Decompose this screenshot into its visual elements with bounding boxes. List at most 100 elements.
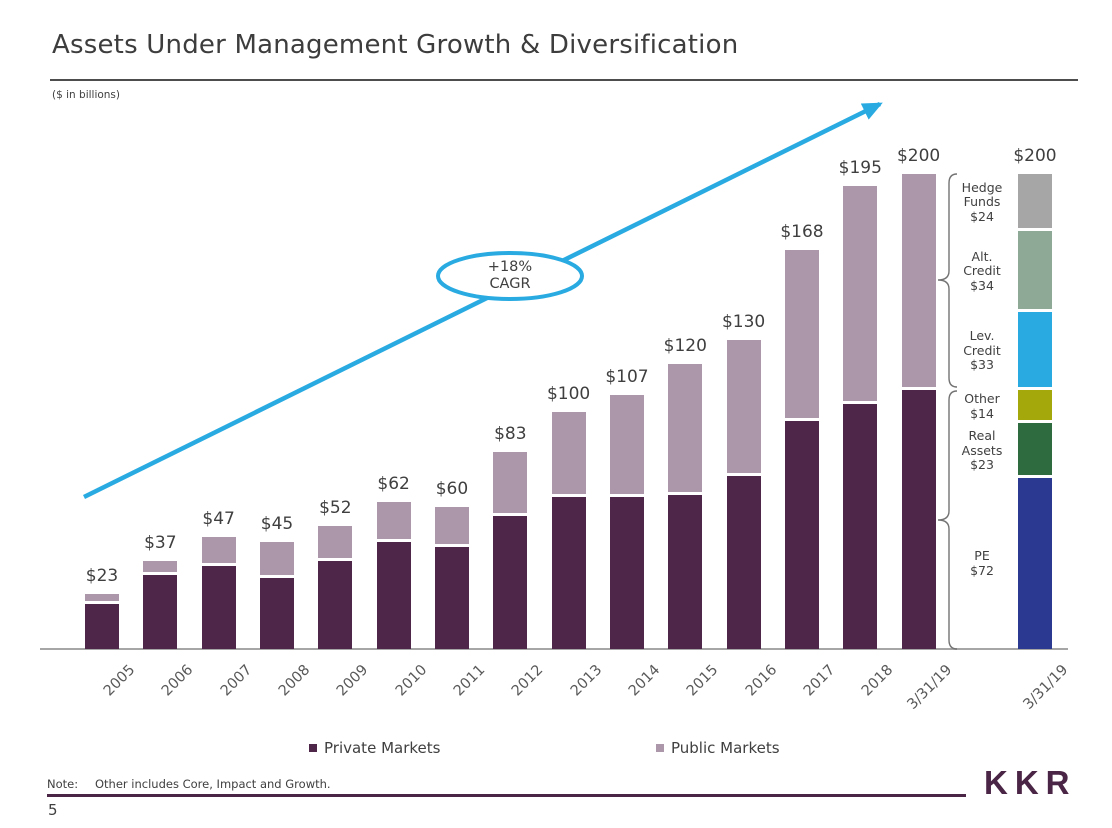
x-axis-label: 2015 — [684, 662, 722, 700]
page-number: 5 — [48, 801, 58, 819]
footnote-text: Other includes Core, Impact and Growth. — [95, 777, 331, 791]
breakdown-label-real-assets: Real Assets $23 — [948, 423, 1016, 478]
breakdown-label-text: Other — [964, 391, 1000, 407]
breakdown-segment-other — [1018, 390, 1052, 421]
bar-segment-public — [85, 594, 119, 601]
bar-segment-public — [551, 411, 586, 494]
x-axis-label: 2011 — [450, 662, 489, 700]
breakdown-label-value: $23 — [970, 456, 994, 472]
breakdown-label-text: PE — [974, 548, 990, 564]
bar-segment-public — [843, 185, 878, 402]
bar-segment-public — [318, 525, 353, 559]
breakdown-label-value: $24 — [970, 208, 994, 224]
x-axis-label: 3/31/19 — [1020, 662, 1072, 713]
bar-total-label: $107 — [605, 366, 649, 387]
cagr-caption: CAGR — [489, 275, 531, 292]
bar-segment-private — [784, 421, 819, 649]
bar-segment-private — [376, 542, 411, 649]
x-axis-label: 2009 — [334, 662, 372, 700]
x-axis-label: 2016 — [742, 662, 780, 700]
bar-total-label: $200 — [896, 146, 941, 166]
bar-segment-public — [609, 394, 644, 494]
bar-segment-public — [434, 506, 469, 544]
bar-segment-private — [668, 494, 703, 649]
breakdown-label-pe: PE $72 — [948, 478, 1016, 649]
breakdown-segment-hedge-funds — [1018, 174, 1052, 228]
breakdown-label-value: $33 — [970, 357, 994, 373]
x-axis-label: 2010 — [392, 662, 430, 700]
breakdown-label-other: Other $14 — [948, 390, 1016, 423]
breakdown-label-text: Real Assets — [961, 428, 1003, 458]
bar-total-label: $195 — [838, 157, 882, 178]
bar-segment-public — [201, 537, 236, 563]
bar-total-label: $62 — [377, 473, 410, 494]
x-axis-label: 3/31/19 — [904, 662, 955, 713]
bar-segment-private — [901, 390, 936, 649]
breakdown-label-lev-credit: Lev. Credit $33 — [948, 312, 1016, 390]
bar-segment-private — [843, 404, 878, 649]
x-axis-label: 2008 — [275, 662, 314, 700]
breakdown-label-value: $34 — [970, 277, 994, 293]
breakdown-label-text: Alt. Credit — [963, 248, 1001, 279]
x-axis-label: 2013 — [567, 662, 605, 700]
x-axis-label: 2012 — [509, 662, 547, 700]
footer-rule — [47, 794, 966, 797]
breakdown-segment-pe — [1018, 478, 1052, 649]
bar-segment-public — [901, 174, 936, 388]
bar-total-label: $168 — [780, 222, 824, 242]
x-axis-label: 2007 — [217, 662, 255, 700]
bar-segment-public — [784, 250, 819, 418]
units-label: ($ in billions) — [52, 89, 121, 101]
bar-total-label: $52 — [319, 497, 352, 518]
x-axis-label: 2017 — [800, 662, 839, 700]
breakdown-total-label: $200 — [1013, 146, 1057, 166]
bar-total-label: $47 — [202, 509, 235, 530]
x-axis-label: 2006 — [159, 662, 197, 700]
legend-item-public-markets: Public Markets — [656, 739, 780, 757]
x-axis-label: 2018 — [859, 662, 897, 700]
bar-segment-private — [551, 497, 586, 649]
legend-label-public: Public Markets — [671, 739, 780, 757]
bar-segment-private — [259, 577, 294, 649]
bar-segment-public — [376, 501, 411, 540]
footnote-label: Note: — [47, 777, 79, 791]
bar-segment-private — [726, 475, 761, 649]
legend-label-private: Private Markets — [324, 739, 441, 757]
kkr-logo: KKR — [984, 764, 1077, 801]
breakdown-label-text: Lev. Credit — [963, 328, 1001, 358]
bar-total-label: $100 — [546, 383, 591, 404]
bar-segment-private — [434, 546, 469, 649]
bar-segment-private — [85, 603, 119, 649]
footnote: Note: Other includes Core, Impact and Gr… — [47, 777, 331, 791]
breakdown-label-alt-credit: Alt. Credit $34 — [948, 231, 1016, 312]
bar-segment-public — [493, 451, 528, 513]
legend-item-private-markets: Private Markets — [309, 739, 440, 757]
breakdown-label-value: $14 — [970, 405, 994, 421]
breakdown-label-text: Hedge Funds — [961, 179, 1003, 210]
breakdown-segment-lev-credit — [1018, 311, 1052, 388]
bar-segment-private — [493, 516, 528, 649]
breakdown-segment-alt-credit — [1018, 231, 1052, 309]
x-axis-label: 2014 — [625, 662, 664, 700]
bar-segment-private — [609, 497, 644, 649]
page-title: Assets Under Management Growth & Diversi… — [52, 30, 739, 60]
bar-segment-private — [201, 565, 236, 649]
title-rule — [50, 79, 1078, 81]
bar-segment-public — [668, 364, 703, 492]
bar-total-label: $23 — [85, 566, 119, 587]
breakdown-label-hedge-funds: Hedge Funds $24 — [948, 174, 1016, 231]
breakdown-label-value: $72 — [970, 562, 994, 578]
bar-total-label: $130 — [721, 312, 766, 333]
bar-segment-private — [143, 575, 178, 649]
x-axis-label: 2005 — [100, 662, 139, 700]
bar-total-label: $37 — [144, 533, 177, 554]
cagr-label: +18% CAGR — [430, 259, 590, 292]
bar-segment-public — [259, 542, 294, 575]
bar-total-label: $83 — [494, 423, 527, 444]
bar-segment-private — [318, 561, 353, 649]
legend-swatch-public — [656, 744, 664, 752]
breakdown-segment-real-assets — [1018, 423, 1052, 475]
bar-total-label: $60 — [435, 478, 469, 499]
cagr-value: +18% — [487, 259, 533, 275]
